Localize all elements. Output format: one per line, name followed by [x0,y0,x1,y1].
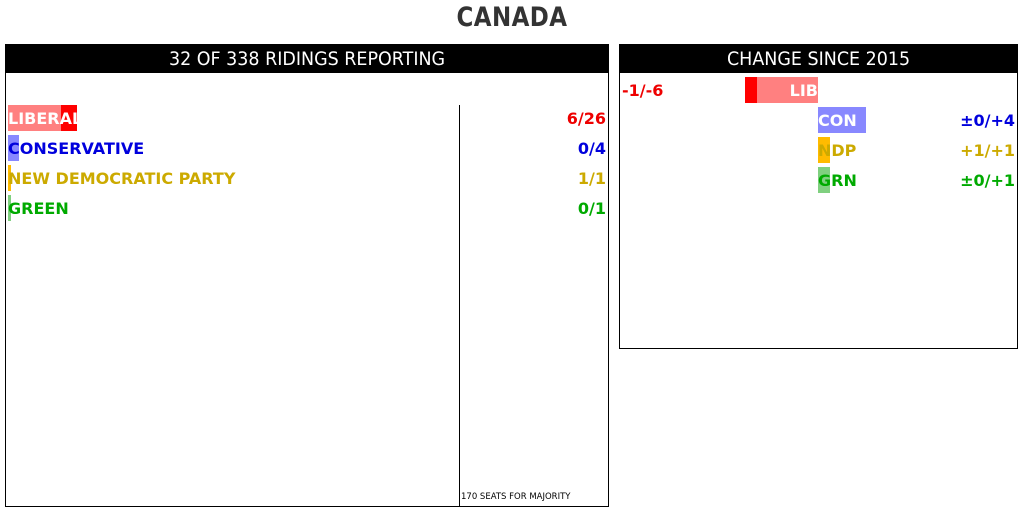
table-row: GRN ±0/+1 [620,167,1017,193]
change-bar-total [745,77,818,103]
seat-count: 0/1 [577,199,606,218]
seats-panel-title: 32 OF 338 RIDINGS REPORTING [168,48,446,70]
party-name: NEW DEMOCRATIC PARTY [8,169,236,188]
table-row: GREEN 0/1 [8,195,606,221]
change-panel-header: CHANGE SINCE 2015 [620,45,1017,73]
change-bar-won [818,137,831,163]
table-row: CON ±0/+4 [620,107,1017,133]
party-abbr: CON [818,111,857,130]
seat-bar-leading [8,195,11,221]
party-name: LIBERAL [8,109,83,128]
majority-label: 170 SEATS FOR MAJORITY [461,492,571,502]
seat-count: 1/1 [577,169,606,188]
seat-bar-won [61,105,77,131]
change-panel: CHANGE SINCE 2015 LIB -1/-6 CON ±0/+4 NDP +1/… [619,44,1018,349]
seat-bar-leading [8,135,19,161]
party-abbr: GRN [818,171,857,190]
page-title: CANADA [456,2,568,33]
table-row: LIB -1/-6 [620,77,1017,103]
seat-count: 0/4 [577,139,606,158]
party-name: CONSERVATIVE [8,139,145,158]
change-label: +1/+1 [960,141,1015,160]
table-row: LIBERAL 6/26 [8,105,606,131]
seats-panel: 32 OF 338 RIDINGS REPORTING LIBERAL 6/26 C… [5,44,609,507]
change-bar-total [818,167,831,193]
change-label: -1/-6 [622,81,664,100]
majority-line [459,105,460,506]
change-label: ±0/+4 [960,111,1015,130]
seat-count: 6/26 [566,109,606,128]
change-panel-title: CHANGE SINCE 2015 [726,48,911,70]
party-abbr: NDP [818,141,857,160]
party-abbr: LIB [789,81,818,100]
table-row: NDP +1/+1 [620,137,1017,163]
table-row: CONSERVATIVE 0/4 [8,135,606,161]
change-label: ±0/+1 [960,171,1015,190]
change-bar-total [818,107,867,133]
party-name: GREEN [8,199,69,218]
change-bar-won [745,77,758,103]
table-row: NEW DEMOCRATIC PARTY 1/1 [8,165,606,191]
seats-panel-header: 32 OF 338 RIDINGS REPORTING [6,45,608,73]
seat-bar-won [8,165,11,191]
